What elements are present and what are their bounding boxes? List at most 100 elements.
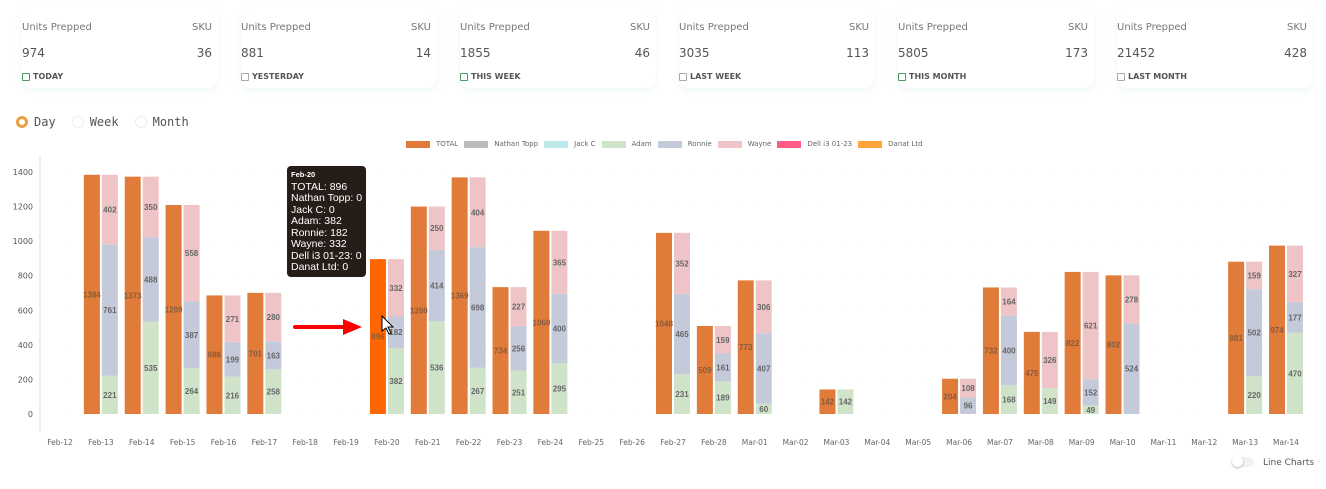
legend-item[interactable]: Adam xyxy=(601,140,652,148)
x-tick-label: Feb-20 xyxy=(374,438,400,447)
stack-segment xyxy=(265,292,282,342)
total-bar-label: 734 xyxy=(494,347,508,356)
y-tick-label: 200 xyxy=(18,375,33,384)
radio-dot[interactable] xyxy=(134,116,147,128)
segment-label: 402 xyxy=(103,206,117,215)
segment-label: 182 xyxy=(389,328,403,337)
x-tick-label: Feb-24 xyxy=(538,438,564,447)
x-tick-label: Mar-10 xyxy=(1110,438,1136,447)
y-tick-label: 1400 xyxy=(13,168,33,177)
sku-value: 46 xyxy=(634,46,650,60)
stack-segment xyxy=(387,259,404,317)
radio-dot[interactable] xyxy=(16,116,28,128)
segment-label: 332 xyxy=(389,284,403,293)
summary-card: Units Prepped SKU 881 14 YESTERDAY xyxy=(241,8,437,88)
stack-segment xyxy=(428,321,445,414)
segment-label: 216 xyxy=(226,391,240,400)
stack-segment xyxy=(469,367,486,414)
legend-item[interactable]: Dell i3 01-23 xyxy=(777,140,852,148)
toggle-knob[interactable] xyxy=(1232,456,1243,467)
stack-segment xyxy=(1082,271,1099,380)
summary-card: Units Prepped SKU 5805 173 THIS MONTH xyxy=(898,8,1094,88)
range-selector: Day Week Month xyxy=(16,115,189,129)
segment-label: 108 xyxy=(961,384,975,393)
stack-segment xyxy=(428,206,445,250)
sku-value: 428 xyxy=(1284,46,1307,60)
total-bar xyxy=(942,378,959,414)
segment-label: 264 xyxy=(185,387,199,396)
x-tick-label: Mar-01 xyxy=(742,438,768,447)
legend-swatch xyxy=(601,140,626,148)
units-label: Units Prepped xyxy=(898,22,968,33)
segment-label: 400 xyxy=(553,324,567,333)
total-bar xyxy=(83,174,100,414)
sku-label: SKU xyxy=(1287,22,1307,33)
total-bar xyxy=(1269,245,1285,414)
segment-label: 536 xyxy=(430,364,444,373)
calendar-icon xyxy=(22,72,30,81)
segment-label: 465 xyxy=(675,330,689,339)
stack-segment xyxy=(1041,331,1058,389)
total-bar xyxy=(492,287,509,414)
legend-item[interactable]: Ronnie xyxy=(657,140,712,148)
chart-tooltip: Feb-20 TOTAL: 896 Nathan Topp: 0 Jack C: 0… xyxy=(287,166,367,277)
units-value: 881 xyxy=(241,46,264,60)
legend-label: Nathan Topp xyxy=(494,140,539,148)
tooltip-line: Ronnie: 182 xyxy=(291,226,348,239)
radio-week[interactable]: Week xyxy=(71,115,119,129)
segment-label: 220 xyxy=(1247,391,1261,400)
stack-segment xyxy=(265,341,282,370)
radio-dot[interactable] xyxy=(71,116,84,128)
legend-item[interactable]: TOTAL xyxy=(406,140,458,148)
legend-item[interactable]: Jack C xyxy=(544,140,596,148)
x-tick-label: Feb-13 xyxy=(88,438,114,447)
total-bar-label: 1369 xyxy=(451,292,469,301)
segment-label: 352 xyxy=(675,259,689,268)
legend-swatch xyxy=(657,140,682,148)
stack-segment xyxy=(960,397,977,414)
stack-segment xyxy=(142,237,159,322)
y-tick-label: 1200 xyxy=(13,203,33,212)
radio-day[interactable]: Day xyxy=(16,115,56,129)
total-bar xyxy=(206,295,223,414)
segment-label: 350 xyxy=(144,203,158,212)
units-value: 974 xyxy=(22,46,45,60)
stack-segment xyxy=(551,230,568,294)
chart-legend: TOTAL Nathan Topp Jack C Adam Ronnie Wayne Del… xyxy=(406,140,923,148)
segment-label: 231 xyxy=(675,390,689,399)
legend-item[interactable]: Wayne xyxy=(717,140,771,148)
stack-segment xyxy=(1287,302,1303,333)
stack-segment xyxy=(1000,315,1017,385)
segment-label: 327 xyxy=(1288,270,1302,279)
radio-month[interactable]: Month xyxy=(134,115,189,129)
total-bar xyxy=(1064,271,1081,414)
legend-item[interactable]: Danat Ltd xyxy=(858,140,923,148)
segment-label: 414 xyxy=(430,282,444,291)
segment-label: 558 xyxy=(185,249,199,258)
x-tick-label: Feb-12 xyxy=(47,438,73,447)
total-bar-label: 881 xyxy=(1229,334,1243,343)
sku-value: 36 xyxy=(196,46,212,60)
stack-segment xyxy=(960,378,977,398)
period-text: YESTERDAY xyxy=(252,72,304,81)
segment-label: 535 xyxy=(144,364,158,373)
stack-segment xyxy=(1082,379,1099,406)
tooltip-line: Wayne: 332 xyxy=(291,238,347,250)
stack-segment xyxy=(428,249,445,322)
total-bar-label: 1209 xyxy=(165,306,183,315)
sku-label: SKU xyxy=(630,22,650,33)
y-tick-label: 600 xyxy=(18,306,33,315)
x-tick-label: Feb-17 xyxy=(252,438,278,447)
legend-item[interactable]: Nathan Topp xyxy=(464,140,538,148)
line-charts-label: Line Charts xyxy=(1263,458,1315,468)
tooltip-line: TOTAL: 896 xyxy=(291,180,348,193)
total-bar xyxy=(696,326,713,414)
tooltip-line: Danat Ltd: 0 xyxy=(291,261,349,273)
units-label: Units Prepped xyxy=(460,22,530,33)
x-tick-label: Mar-08 xyxy=(1028,438,1054,447)
line-charts-toggle[interactable] xyxy=(1232,456,1254,467)
stack-segment xyxy=(387,347,404,414)
x-tick-label: Feb-27 xyxy=(660,438,686,447)
segment-label: 400 xyxy=(1002,346,1016,355)
stack-segment xyxy=(1246,289,1263,376)
